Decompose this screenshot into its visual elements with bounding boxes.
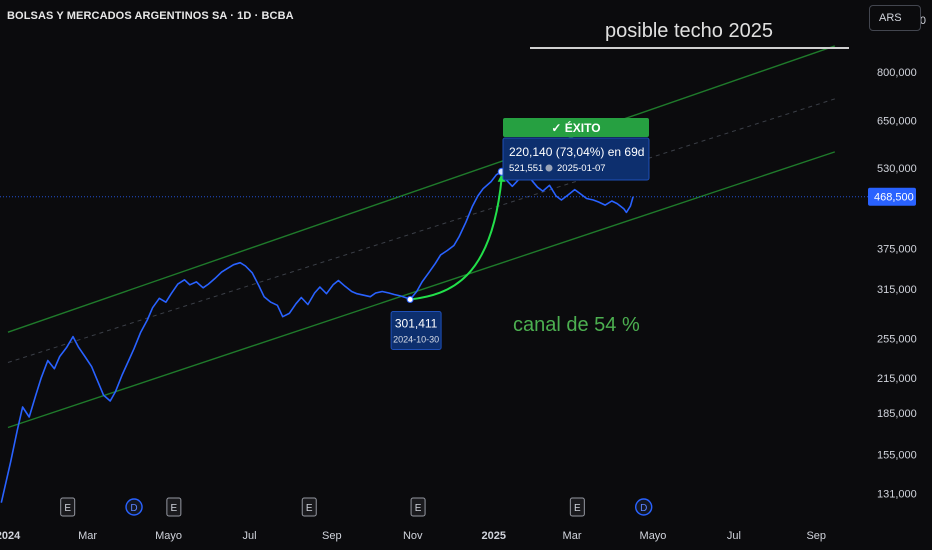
y-tick-label: 800,000 [877,67,917,79]
y-tick-label: 131,000 [877,489,917,501]
x-tick-label: Jul [727,530,741,542]
low-point-marker [406,296,414,304]
target-date: 2025-01-07 [557,163,606,174]
currency-button[interactable]: ARS [869,5,921,31]
event-type-label[interactable]: E [415,503,422,514]
channel-label: canal de 54 % [513,314,640,336]
price-series [0,170,868,503]
clock-icon [545,164,553,172]
ceiling-label: posible techo 2025 [605,20,773,42]
earnings-box[interactable] [166,497,182,517]
event-type-label[interactable]: D [130,503,137,514]
last-price-label: 468,500 [874,192,914,204]
x-tick-label: Nov [403,530,423,542]
x-tick-label: 2025 [481,530,505,542]
earnings-event-marker[interactable]: E [569,497,585,517]
y-tick-label: 315,000 [877,284,917,296]
target-value: 521,551 [509,163,543,174]
x-tick-label: Mayo [640,530,667,542]
x-tick-label: Sep [322,530,342,542]
dividend-event-marker[interactable]: D [125,498,143,516]
success-badge-box [503,118,649,137]
success-badge: ✓ ÉXITO [551,120,600,135]
dividend-circle[interactable] [635,498,653,516]
annotations: 301,411 2024-10-30 ✓ ÉXITO 220,140 (73,04%)… [390,20,849,351]
price-line [0,170,634,503]
x-tick-label: Sep [806,530,826,542]
event-type-label[interactable]: E [64,503,71,514]
y-tick-label: 155,000 [877,449,917,461]
gain-box [502,137,650,181]
y-tick-label: 650,000 [877,115,917,127]
low-point-date: 2024-10-30 [393,335,439,345]
earnings-event-marker[interactable]: E [410,497,426,517]
gain-label: 220,140 (73,04%) en 69d [509,145,644,159]
low-point-value: 301,411 [395,317,438,331]
event-type-label[interactable]: E [574,503,581,514]
y-tick-label: 185,000 [877,408,917,420]
x-tick-label: Mar [78,530,97,542]
move-arc [409,177,503,301]
event-type-label[interactable]: E [306,503,313,514]
last-price-badge [868,187,916,206]
earnings-box[interactable] [301,497,317,517]
trend-channel [7,45,836,429]
y-tick-label: 530,000 [877,163,917,175]
y-tick-label: 215,000 [877,373,917,385]
earnings-event-marker[interactable]: E [301,497,317,517]
x-tick-label: Jul [242,530,256,542]
channel-lower-line [7,151,836,429]
y-tick-label: 375,000 [877,244,917,256]
earnings-box[interactable] [60,497,76,517]
channel-mid-line [7,98,835,363]
x-tick-label: Mar [563,530,582,542]
low-point-label-box [390,311,442,351]
dividend-circle[interactable] [125,498,143,516]
symbol-title[interactable]: BOLSAS Y MERCADOS ARGENTINOS SA · 1D · B… [7,10,294,22]
x-tick-label: 2024 [0,530,21,542]
earnings-event-marker[interactable]: E [60,497,76,517]
y-axis[interactable]: 1.000,000800,000650,000530,000375,000315… [868,15,926,501]
x-axis[interactable]: 2024 Mar Mayo Jul Sep Nov 2025 Mar Mayo Jul Sep [0,530,826,542]
channel-upper-line [7,45,836,333]
x-tick-label: Mayo [155,530,182,542]
earnings-box[interactable] [410,497,426,517]
y-tick-label: 255,000 [877,333,917,345]
event-type-label[interactable]: D [640,503,647,514]
earnings-event-marker[interactable]: E [166,497,182,517]
dividend-event-marker[interactable]: D [635,498,653,516]
earnings-box[interactable] [569,497,585,517]
event-type-label[interactable]: E [171,503,178,514]
